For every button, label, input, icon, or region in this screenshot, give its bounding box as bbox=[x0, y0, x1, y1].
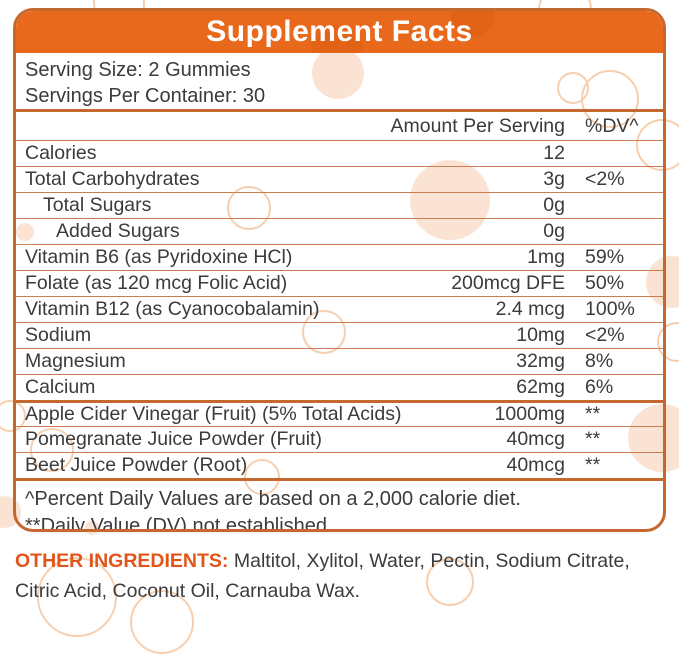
row-label: Vitamin B6 (as Pyridoxine HCl) bbox=[25, 246, 293, 268]
table-row: Added Sugars 0g bbox=[16, 218, 663, 244]
row-dv: ** bbox=[585, 454, 601, 476]
row-amount: 1mg bbox=[527, 246, 565, 268]
row-label: Beet Juice Powder (Root) bbox=[25, 454, 248, 476]
bubble-decoration bbox=[244, 459, 280, 495]
row-amount: 1000mg bbox=[494, 403, 565, 425]
other-ingredients-text: Maltitol, Xylitol, Water, Pectin, Sodium… bbox=[15, 550, 630, 602]
row-amount: 200mcg DFE bbox=[451, 272, 565, 294]
row-label: Vitamin B12 (as Cyanocobalamin) bbox=[25, 298, 320, 320]
bubble-decoration bbox=[628, 404, 679, 472]
row-label: Total Carbohydrates bbox=[25, 168, 200, 190]
row-label: Calcium bbox=[25, 376, 96, 398]
other-ingredients: OTHER INGREDIENTS: Maltitol, Xylitol, Wa… bbox=[15, 546, 670, 606]
table-row: Folate (as 120 mcg Folic Acid) 200mcg DF… bbox=[16, 270, 663, 296]
table-body: Calories 12 Total Carbohydrates 3g <2% T… bbox=[16, 140, 663, 478]
row-label: Added Sugars bbox=[56, 220, 180, 242]
row-amount: 40mcg bbox=[506, 428, 565, 450]
row-amount: 2.4 mcg bbox=[495, 298, 565, 320]
row-dv: <2% bbox=[585, 168, 625, 190]
row-amount: 40mcg bbox=[506, 454, 565, 476]
row-label: Folate (as 120 mcg Folic Acid) bbox=[25, 272, 288, 294]
bubble-decoration bbox=[557, 72, 589, 104]
row-amount: 32mg bbox=[516, 350, 565, 372]
footnote-dv-not-established: **Daily Value (DV) not established. bbox=[25, 515, 333, 532]
panel-title: Supplement Facts bbox=[206, 15, 473, 48]
table-row: Total Carbohydrates 3g <2% bbox=[16, 166, 663, 192]
serving-size: Serving Size: 2 Gummies bbox=[25, 59, 251, 81]
row-amount: 0g bbox=[543, 194, 565, 216]
table-row: Magnesium 32mg 8% bbox=[16, 348, 663, 374]
column-header-dv: %DV^ bbox=[585, 114, 639, 137]
table-row: Vitamin B6 (as Pyridoxine HCl) 1mg 59% bbox=[16, 244, 663, 270]
bubble-decoration bbox=[410, 160, 490, 240]
bubble-decoration bbox=[227, 186, 271, 230]
bubble-decoration bbox=[636, 119, 679, 171]
other-ingredients-label: OTHER INGREDIENTS: bbox=[15, 550, 229, 572]
row-dv: ** bbox=[585, 428, 601, 450]
row-amount: 10mg bbox=[516, 324, 565, 346]
bubble-decoration bbox=[302, 310, 346, 354]
row-dv: 59% bbox=[585, 246, 625, 268]
row-label: Pomegranate Juice Powder (Fruit) bbox=[25, 428, 322, 450]
table-row: Pomegranate Juice Powder (Fruit) 40mcg *… bbox=[16, 426, 663, 452]
row-label: Total Sugars bbox=[43, 194, 152, 216]
footnotes: ^Percent Daily Values are based on a 2,0… bbox=[16, 478, 663, 532]
row-dv: 6% bbox=[585, 376, 614, 398]
row-dv: 100% bbox=[585, 298, 635, 320]
servings-per-container: Servings Per Container: 30 bbox=[25, 85, 266, 107]
bubble-decoration bbox=[426, 558, 474, 606]
row-dv: <2% bbox=[585, 324, 625, 346]
row-label: Calories bbox=[25, 142, 97, 164]
table-row: Beet Juice Powder (Root) 40mcg ** bbox=[16, 452, 663, 478]
table-column-header: Amount Per Serving %DV^ bbox=[16, 112, 663, 140]
row-amount: 0g bbox=[543, 220, 565, 242]
table-row: Sodium 10mg <2% bbox=[16, 322, 663, 348]
table-row: Calcium 62mg 6% bbox=[16, 374, 663, 400]
row-dv: 8% bbox=[585, 350, 614, 372]
supplement-facts-panel: Supplement Facts Serving Size: 2 Gummies… bbox=[13, 8, 666, 532]
table-row: Vitamin B12 (as Cyanocobalamin) 2.4 mcg … bbox=[16, 296, 663, 322]
table-row: Calories 12 bbox=[16, 140, 663, 166]
bubble-decoration bbox=[30, 428, 74, 472]
panel-header: Supplement Facts bbox=[16, 11, 663, 53]
table-row: Total Sugars 0g bbox=[16, 192, 663, 218]
row-dv: ** bbox=[585, 403, 601, 425]
row-dv: 50% bbox=[585, 272, 625, 294]
row-label: Sodium bbox=[25, 324, 92, 346]
row-amount: 62mg bbox=[516, 376, 565, 398]
row-label: Magnesium bbox=[25, 350, 126, 372]
row-amount: 3g bbox=[543, 168, 565, 190]
bubble-decoration bbox=[312, 47, 364, 99]
row-label: Apple Cider Vinegar (Fruit) (5% Total Ac… bbox=[25, 403, 402, 425]
row-amount: 12 bbox=[543, 142, 565, 164]
bubble-decoration bbox=[16, 223, 34, 241]
table-row: Apple Cider Vinegar (Fruit) (5% Total Ac… bbox=[16, 400, 663, 426]
serving-info: Serving Size: 2 Gummies Servings Per Con… bbox=[16, 53, 663, 112]
footnote-daily-values: ^Percent Daily Values are based on a 2,0… bbox=[25, 488, 521, 510]
column-header-amount: Amount Per Serving bbox=[390, 114, 565, 137]
